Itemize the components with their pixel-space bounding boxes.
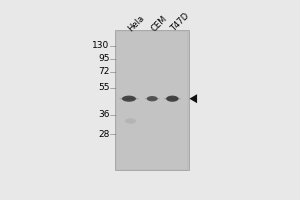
Polygon shape (189, 94, 197, 103)
Text: CEM: CEM (150, 14, 169, 33)
Text: T47D: T47D (169, 11, 191, 33)
Text: 28: 28 (98, 130, 110, 139)
Text: 95: 95 (98, 54, 110, 63)
Text: 55: 55 (98, 83, 110, 92)
Text: 130: 130 (92, 41, 110, 50)
Ellipse shape (119, 98, 139, 100)
Ellipse shape (164, 98, 181, 100)
Text: 72: 72 (98, 67, 110, 76)
Bar (115, 30, 189, 170)
Ellipse shape (125, 118, 136, 124)
Ellipse shape (147, 96, 158, 101)
Ellipse shape (145, 98, 160, 100)
Text: Hela: Hela (127, 13, 146, 33)
Text: 36: 36 (98, 110, 110, 119)
Ellipse shape (166, 96, 178, 102)
Ellipse shape (122, 96, 136, 102)
Bar (116, 32, 187, 169)
